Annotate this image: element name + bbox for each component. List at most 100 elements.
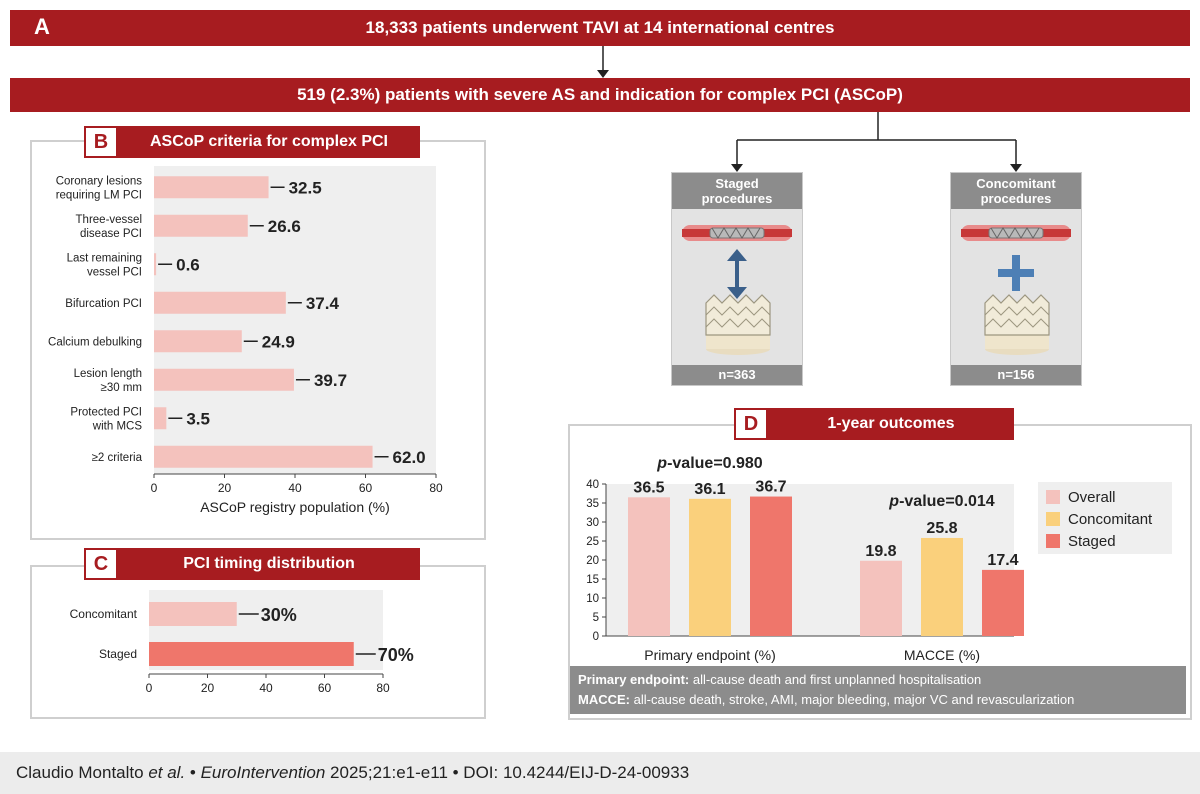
legend-swatch bbox=[1046, 534, 1060, 548]
plus-icon bbox=[998, 255, 1034, 291]
value-label: 25.8 bbox=[926, 520, 957, 537]
value-label: 26.6 bbox=[268, 217, 301, 236]
value-label: 24.9 bbox=[262, 332, 295, 351]
value-label: 37.4 bbox=[306, 294, 340, 313]
top-banner-text: 18,333 patients underwent TAVI at 14 int… bbox=[365, 18, 835, 37]
outcome-bar bbox=[750, 496, 792, 636]
stent-icon bbox=[682, 225, 792, 241]
second-banner-text: 519 (2.3%) patients with severe AS and i… bbox=[297, 85, 903, 104]
value-label: 36.1 bbox=[694, 481, 725, 498]
definition-primary: Primary endpoint: all-cause death and fi… bbox=[578, 672, 982, 687]
panel-d-title: D 1-year outcomes bbox=[734, 408, 1014, 440]
arrow-head-left bbox=[731, 164, 743, 172]
y-tick-label: 5 bbox=[593, 612, 599, 624]
panel-c-title-text: PCI timing distribution bbox=[183, 555, 355, 572]
criteria-bar bbox=[154, 214, 248, 237]
criteria-bar bbox=[154, 368, 294, 391]
outcome-bar bbox=[628, 497, 670, 636]
y-tick-label: 35 bbox=[586, 498, 599, 510]
y-tick-label: 25 bbox=[586, 536, 599, 548]
value-label: 19.8 bbox=[865, 543, 896, 560]
x-tick-label: 0 bbox=[146, 681, 153, 695]
legend-swatch bbox=[1046, 490, 1060, 504]
category-label: Lesion length bbox=[74, 368, 142, 380]
criteria-bar bbox=[154, 291, 286, 314]
timing-bar-chart: 30% Concomitant 70% Staged 0 20 40 60 80 bbox=[70, 590, 414, 695]
staged-procedures-title: Staged procedures bbox=[672, 173, 802, 209]
x-tick-label: 80 bbox=[376, 681, 390, 695]
criteria-bar bbox=[154, 253, 157, 276]
y-tick-label: 15 bbox=[586, 574, 599, 586]
timing-bar bbox=[149, 642, 354, 666]
y-tick-label: 10 bbox=[586, 593, 599, 605]
value-label: 0.6 bbox=[176, 255, 200, 274]
x-axis-label: ASCoP registry population (%) bbox=[200, 499, 390, 515]
outcome-bar bbox=[689, 498, 731, 636]
criteria-bar-chart: 32.5 Coronary lesions requiring LM PCI 26.6… bbox=[48, 166, 443, 515]
y-tick-label: 30 bbox=[586, 517, 599, 529]
definitions-box: Primary endpoint: all-cause death and fi… bbox=[570, 666, 1186, 714]
value-label: 70% bbox=[378, 645, 414, 665]
x-tick-label: 80 bbox=[429, 481, 443, 495]
outcome-bar bbox=[860, 560, 902, 636]
x-tick-label: 40 bbox=[259, 681, 273, 695]
value-label: 3.5 bbox=[186, 409, 210, 428]
value-label: 17.4 bbox=[987, 552, 1018, 569]
outcomes-bar-chart: 0 5 10 15 20 25 30 35 40 36.5 36.1 36.7 Primary endp… bbox=[586, 455, 1172, 663]
category-label: Coronary lesions bbox=[56, 175, 143, 187]
citation-footer: Claudio Montalto et al. • EuroInterventi… bbox=[0, 752, 1200, 794]
top-banner: 18,333 patients underwent TAVI at 14 int… bbox=[10, 10, 1190, 46]
criteria-bar bbox=[154, 445, 373, 468]
value-label: 36.5 bbox=[633, 479, 664, 496]
arrow-head-right bbox=[1010, 164, 1022, 172]
category-label: ≥30 mm bbox=[101, 382, 142, 394]
definition-macce: MACCE: all-cause death, stroke, AMI, maj… bbox=[578, 692, 1075, 707]
panel-d-letter: D bbox=[734, 408, 768, 440]
x-tick-label: 20 bbox=[218, 481, 232, 495]
legend-label: Overall bbox=[1068, 489, 1116, 506]
category-label: Staged bbox=[99, 647, 137, 661]
category-label: with MCS bbox=[92, 420, 143, 432]
x-tick-label: 40 bbox=[288, 481, 302, 495]
category-label: Calcium debulking bbox=[48, 336, 142, 348]
category-label: MACCE (%) bbox=[904, 647, 980, 663]
concomitant-procedures-title: Concomitant procedures bbox=[951, 173, 1081, 209]
stent-icon bbox=[961, 225, 1071, 241]
panel-a-letter: A bbox=[34, 14, 50, 39]
criteria-bar bbox=[154, 176, 269, 199]
value-label: 39.7 bbox=[314, 371, 347, 390]
x-tick-label: 60 bbox=[318, 681, 332, 695]
legend-box bbox=[1038, 482, 1172, 554]
category-label: disease PCI bbox=[80, 228, 142, 240]
criteria-bar bbox=[154, 330, 242, 353]
category-label: Three-vessel bbox=[76, 214, 142, 226]
panel-c-letter: C bbox=[84, 548, 118, 580]
legend-label: Concomitant bbox=[1068, 511, 1153, 528]
category-label: Primary endpoint (%) bbox=[644, 647, 776, 663]
category-label: vessel PCI bbox=[87, 266, 142, 278]
concomitant-count: n=156 bbox=[951, 365, 1081, 385]
valve-icon bbox=[984, 294, 1050, 355]
y-tick-label: 20 bbox=[586, 555, 599, 567]
category-label: Last remaining bbox=[67, 252, 142, 264]
category-label: Bifurcation PCI bbox=[65, 298, 142, 310]
double-arrow-icon bbox=[727, 249, 747, 299]
panel-c-title: C PCI timing distribution bbox=[84, 548, 420, 580]
outcome-bar bbox=[921, 537, 963, 636]
x-tick-label: 60 bbox=[359, 481, 373, 495]
valve-icon bbox=[705, 294, 771, 355]
panel-b-letter: B bbox=[84, 126, 118, 158]
category-label: Concomitant bbox=[70, 607, 138, 621]
value-label: 36.7 bbox=[755, 479, 786, 496]
pvalue-macce: p-value=0.014 bbox=[888, 493, 995, 510]
category-label: ≥2 criteria bbox=[92, 452, 143, 464]
category-label: requiring LM PCI bbox=[56, 189, 142, 201]
value-label: 62.0 bbox=[393, 448, 426, 467]
staged-procedures-box: Staged procedures n=363 bbox=[671, 172, 803, 386]
category-label: Protected PCI bbox=[70, 406, 142, 418]
y-tick-label: 40 bbox=[586, 479, 599, 491]
arrow-head-1 bbox=[597, 70, 609, 78]
legend-label: Staged bbox=[1068, 533, 1116, 550]
x-tick-label: 20 bbox=[201, 681, 215, 695]
criteria-bar bbox=[154, 407, 167, 430]
